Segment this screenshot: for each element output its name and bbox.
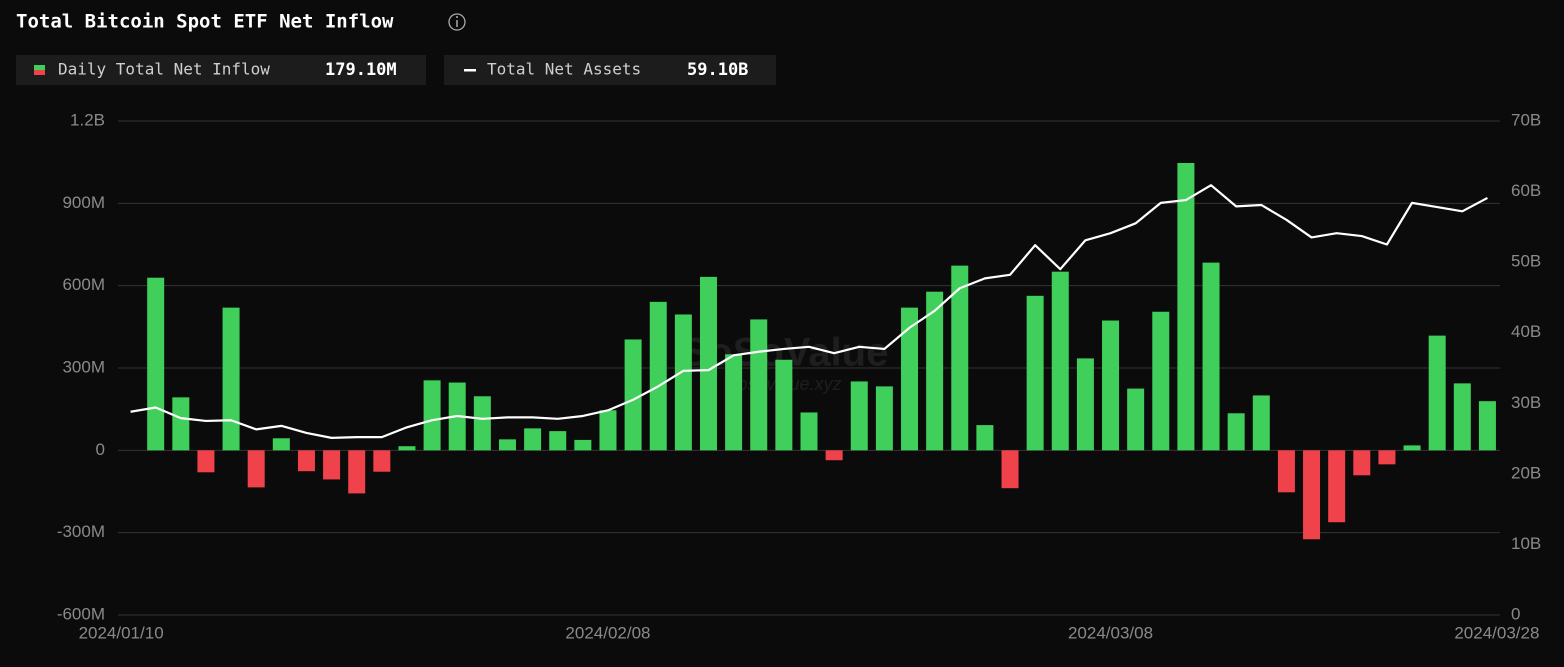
- bar: [147, 277, 165, 451]
- legend-value: 59.10B: [687, 60, 748, 80]
- bar: [1428, 335, 1446, 451]
- bar: [674, 314, 692, 451]
- bar: [976, 425, 994, 451]
- bar: [1353, 450, 1371, 476]
- chart-title: Total Bitcoin Spot ETF Net Inflow: [16, 11, 394, 33]
- bar: [348, 450, 366, 494]
- y2-tick-label: 60B: [1511, 181, 1541, 200]
- bar: [750, 319, 768, 451]
- bar: [875, 386, 893, 451]
- bar: [247, 450, 265, 488]
- y-tick-label: -600M: [57, 604, 105, 623]
- y2-tick-label: 10B: [1511, 534, 1541, 553]
- y-tick-label: 300M: [62, 357, 105, 376]
- bar: [1026, 295, 1044, 451]
- bar: [373, 450, 391, 472]
- y-tick-label: 0: [96, 440, 105, 459]
- bar: [624, 339, 642, 451]
- bar: [498, 439, 516, 451]
- y-tick-label: 900M: [62, 193, 105, 212]
- bar: [297, 450, 315, 472]
- bar: [1152, 311, 1170, 451]
- bar: [1127, 388, 1145, 451]
- y2-tick-label: 0: [1511, 604, 1520, 623]
- bar: [272, 438, 290, 451]
- bar: [323, 450, 341, 480]
- y2-tick-label: 50B: [1511, 252, 1541, 271]
- legend-label: Daily Total Net Inflow: [58, 60, 270, 79]
- legend-swatch: [34, 65, 45, 70]
- x-tick-label: 2024/02/08: [565, 623, 650, 642]
- y2-tick-label: 40B: [1511, 322, 1541, 341]
- bar: [951, 265, 969, 451]
- bar: [1001, 450, 1019, 489]
- bar: [1227, 413, 1245, 451]
- bar: [699, 276, 717, 451]
- legend-swatch: [464, 69, 476, 72]
- bar: [222, 307, 240, 451]
- bar: [926, 291, 944, 451]
- x-tick-label: 2024/01/10: [79, 623, 164, 642]
- legend-chip: [16, 55, 426, 85]
- line: [130, 184, 1488, 439]
- bar: [398, 446, 416, 451]
- legend-swatch: [34, 70, 45, 75]
- bar: [850, 381, 868, 451]
- bar: [649, 301, 667, 451]
- bar: [197, 450, 215, 473]
- bar: [574, 439, 592, 451]
- bar: [1378, 450, 1396, 465]
- bar: [1202, 262, 1220, 451]
- bar: [599, 410, 617, 451]
- bar: [1328, 450, 1346, 523]
- y-tick-label: 600M: [62, 275, 105, 294]
- bar: [800, 412, 818, 451]
- bar: [473, 396, 491, 451]
- bar: [725, 354, 743, 451]
- y2-tick-label: 30B: [1511, 393, 1541, 412]
- x-tick-label: 2024/03/08: [1068, 623, 1153, 642]
- bar: [1076, 358, 1094, 451]
- legend-chip: [444, 55, 776, 85]
- bar: [549, 431, 567, 451]
- bar: [1102, 320, 1120, 451]
- bar: [1453, 383, 1471, 451]
- legend-label: Total Net Assets: [487, 60, 641, 79]
- legend-value: 179.10M: [325, 60, 397, 80]
- bar: [423, 380, 441, 451]
- bar: [1403, 445, 1421, 451]
- bar: [775, 359, 793, 451]
- bar: [1303, 450, 1321, 540]
- bar: [901, 307, 919, 451]
- y2-tick-label: 70B: [1511, 110, 1541, 129]
- bar: [524, 428, 542, 451]
- bar: [1277, 450, 1295, 493]
- x-tick-label: 2024/03/28: [1454, 623, 1539, 642]
- y-tick-label: -300M: [57, 522, 105, 541]
- y-tick-label: 1.2B: [70, 110, 105, 129]
- bar: [172, 397, 190, 451]
- bar: [1252, 395, 1270, 451]
- bar: [1478, 401, 1496, 451]
- y2-tick-label: 20B: [1511, 463, 1541, 482]
- info-icon[interactable]: [448, 13, 466, 31]
- bar: [825, 450, 843, 461]
- bar: [1051, 271, 1069, 451]
- bar: [1177, 162, 1195, 451]
